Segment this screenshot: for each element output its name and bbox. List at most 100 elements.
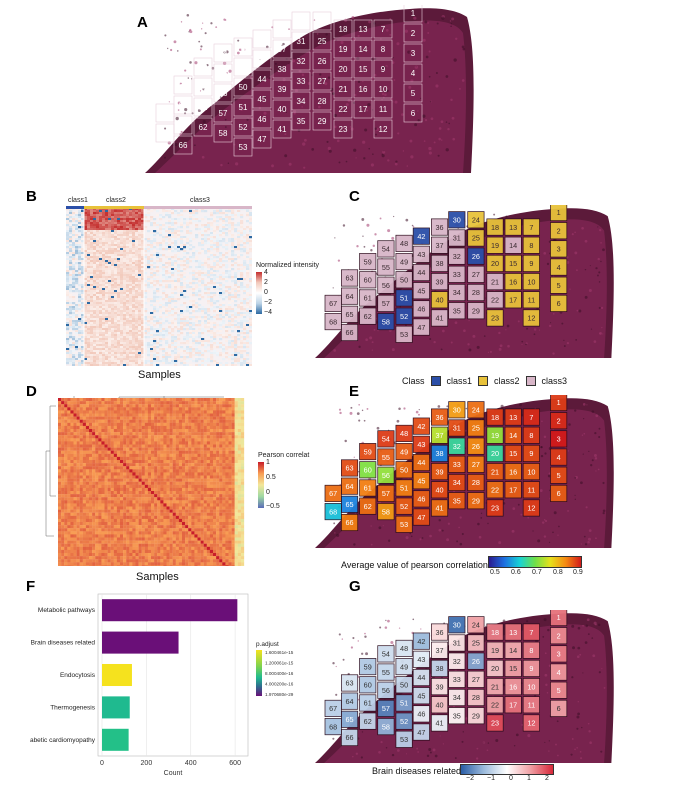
spot-28 (467, 473, 485, 492)
heatmap-cell (204, 326, 208, 329)
heatmap-cell (234, 282, 238, 285)
heatmap-cell (105, 280, 109, 283)
tissue-texture (365, 652, 369, 656)
panel-label-f: F (26, 578, 36, 595)
heatmap-cell (249, 286, 252, 289)
heatmap-cell (87, 272, 91, 275)
heatmap-cell (138, 308, 142, 311)
heatmap-cell (213, 272, 217, 275)
heatmap-cell (189, 238, 193, 241)
spot-label-8: 8 (529, 646, 533, 655)
spot-55 (377, 663, 395, 681)
heatmap-cell (237, 236, 241, 239)
heatmap-cell (87, 216, 91, 219)
heatmap-cell (171, 220, 175, 223)
heatmap-cell (102, 326, 106, 329)
heatmap-cell (123, 240, 127, 243)
tissue-texture (413, 16, 417, 20)
tissue-texture (367, 45, 369, 47)
heatmap-cell (189, 326, 193, 329)
heatmap-cell (129, 252, 133, 255)
heatmap-cell (156, 256, 160, 259)
spot-label-57: 57 (219, 109, 228, 118)
heatmap-cell (111, 260, 115, 263)
heatmap-cell (87, 300, 91, 303)
heatmap-cell (141, 254, 145, 257)
heatmap-cell (141, 302, 145, 305)
heatmap-cell (105, 220, 109, 223)
heatmap-cell (174, 280, 178, 283)
heatmap-cell (201, 242, 205, 245)
heatmap-cell (138, 324, 142, 327)
heatmap-cell (228, 268, 232, 271)
tissue-texture (164, 34, 167, 37)
heatmap-cell (126, 318, 130, 321)
heatmap-cell (183, 336, 187, 339)
tissue-texture (395, 160, 398, 163)
heatmap-cell (93, 238, 97, 241)
heatmap-cell (210, 218, 214, 221)
heatmap-cell (165, 248, 169, 251)
heatmap-cell (120, 304, 124, 307)
heatmap-cell (126, 330, 130, 333)
tissue-texture (577, 712, 580, 716)
heatmap-cell (84, 242, 88, 245)
heatmap-cell (240, 332, 244, 335)
spot-label-50: 50 (400, 681, 408, 690)
heatmap-cell (201, 316, 205, 319)
heatmap-cell (243, 208, 247, 211)
tissue-texture (574, 477, 577, 479)
heatmap-cell (225, 272, 229, 275)
heatmap-cell (66, 338, 70, 341)
heatmap-cell (69, 248, 73, 251)
heatmap-cell (132, 284, 136, 287)
heatmap-cell (114, 266, 118, 269)
heatmap-cell (165, 212, 169, 215)
heatmap-cell (240, 222, 244, 225)
tissue-texture (446, 405, 449, 408)
heatmap-cell (132, 208, 136, 211)
spot-label-8: 8 (529, 431, 533, 440)
heatmap-cell (117, 272, 121, 275)
heatmap-cell (78, 224, 82, 227)
heatmap-cell (96, 264, 100, 267)
heatmap-cell (81, 346, 85, 349)
heatmap-cell (213, 260, 217, 263)
heatmap-cell (66, 244, 70, 247)
tissue-texture (353, 543, 356, 546)
heatmap-cell (144, 294, 148, 297)
heatmap-cell (228, 298, 232, 301)
heatmap-cell (213, 314, 217, 317)
heatmap-cell (171, 230, 175, 233)
heatmap-cell (120, 272, 124, 275)
heatmap-cell (111, 264, 115, 267)
heatmap-cell (96, 328, 100, 331)
heatmap-cell (192, 256, 196, 259)
heatmap-cell (141, 280, 145, 283)
heatmap-cell (141, 220, 145, 223)
spot-label-60: 60 (364, 466, 372, 475)
heatmap-cell (219, 244, 223, 247)
heatmap-cell (108, 322, 112, 325)
heatmap-cell (75, 220, 79, 223)
spot-label-25: 25 (318, 37, 327, 46)
spot-25 (467, 229, 485, 247)
heatmap-cell (240, 342, 244, 345)
heatmap-cell (120, 354, 124, 357)
heatmap-cell (123, 284, 127, 287)
heatmap-cell (156, 308, 160, 311)
heatmap-cell (114, 342, 118, 345)
tissue-texture (389, 18, 392, 20)
heatmap-cell (198, 340, 202, 343)
heatmap-cell (81, 354, 85, 357)
heatmap-cell (111, 338, 115, 341)
heatmap-cell (198, 266, 202, 269)
tissue-texture (424, 20, 428, 24)
spot-label-18: 18 (491, 413, 499, 422)
heatmap-cell (129, 294, 133, 297)
spot-1 (550, 610, 568, 627)
tissue-texture (405, 753, 408, 755)
spot-label-19: 19 (491, 646, 499, 655)
spot-label-41: 41 (435, 314, 443, 323)
tissue-texture (548, 750, 550, 752)
